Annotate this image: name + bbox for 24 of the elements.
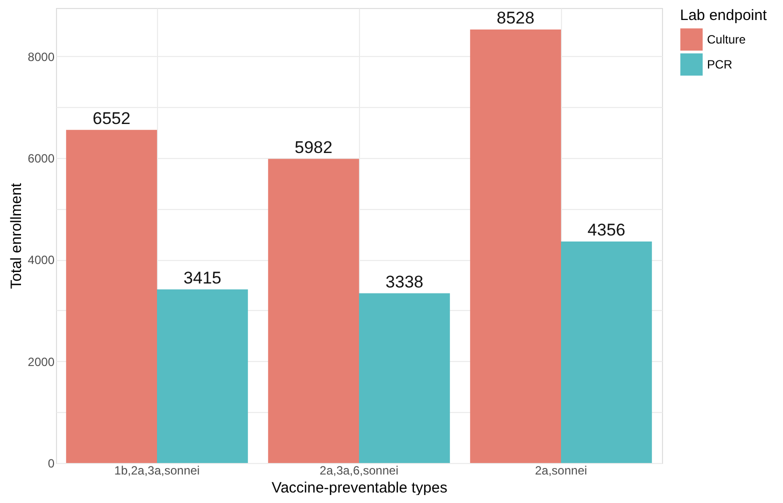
legend-title: Lab endpoint	[680, 7, 768, 24]
bar	[268, 158, 359, 463]
data-label: 4356	[588, 220, 626, 240]
x-tick-label: 2a,sonnei	[534, 464, 588, 478]
y-tick-label: 6000	[28, 151, 55, 166]
bar	[561, 242, 652, 463]
x-tick-label: 2a,3a,6,sonnei	[320, 464, 398, 478]
data-label: 3338	[386, 272, 424, 292]
data-label: 8528	[496, 8, 534, 28]
bar	[359, 293, 450, 463]
y-tick-label: 4000	[28, 253, 55, 268]
bar	[66, 130, 157, 463]
data-label: 3415	[184, 268, 222, 288]
legend-label: Culture	[707, 32, 746, 46]
x-tick-label: 1b,2a,3a,sonnei	[114, 464, 200, 478]
y-tick-label: 8000	[28, 50, 55, 64]
bar	[157, 289, 248, 463]
y-tick-label: 0	[48, 456, 55, 470]
y-tick-label: 2000	[28, 354, 55, 369]
data-label: 6552	[92, 108, 130, 128]
y-axis-title: Total enrollment	[8, 182, 25, 289]
legend-label: PCR	[707, 58, 733, 72]
bar	[470, 29, 561, 463]
data-label: 5982	[294, 138, 332, 157]
